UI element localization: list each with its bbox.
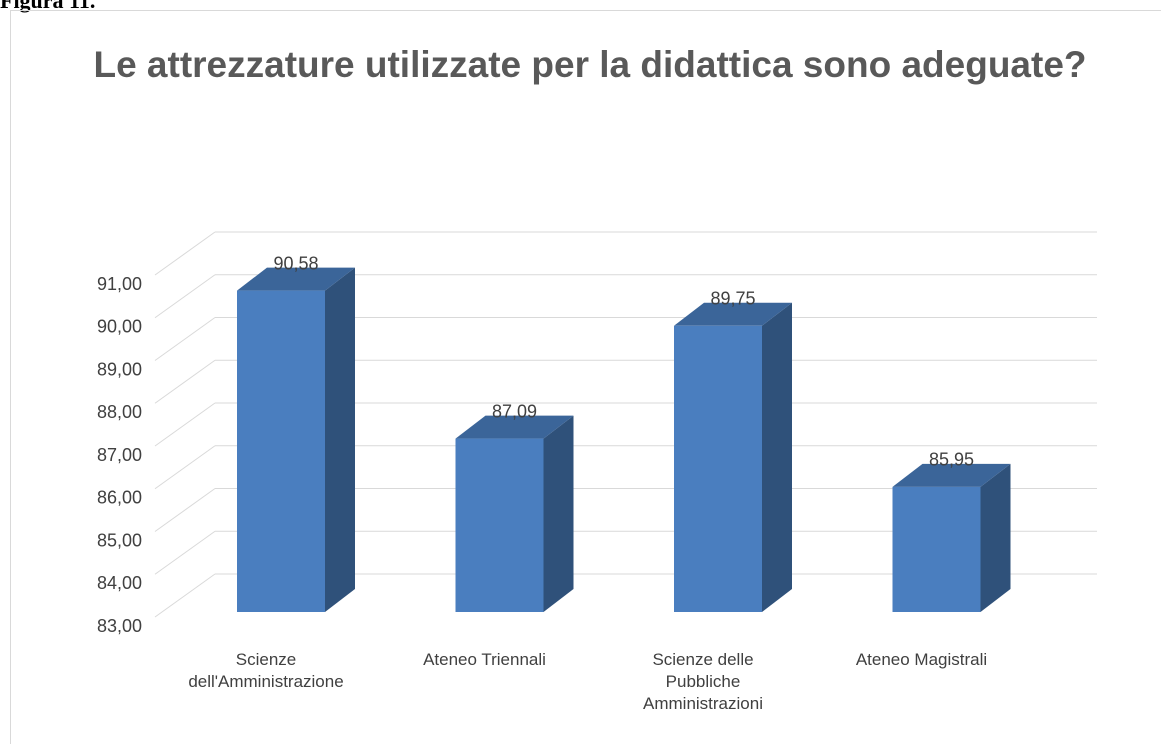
y-tick-label: 85,00 bbox=[97, 530, 142, 550]
y-tick-label: 91,00 bbox=[97, 274, 142, 294]
bar-side bbox=[543, 415, 574, 612]
x-tick-label: Scienze delle Pubbliche Amministrazioni bbox=[643, 650, 763, 713]
x-tick-label: Ateneo Magistrali bbox=[855, 650, 988, 669]
grid-line-side bbox=[154, 573, 216, 618]
bar-front bbox=[455, 438, 544, 612]
y-tick-label: 83,00 bbox=[97, 616, 142, 636]
value-label: 85,95 bbox=[929, 450, 974, 470]
value-label: 89,75 bbox=[710, 289, 755, 309]
y-tick-label: 90,00 bbox=[97, 317, 142, 337]
bar-top bbox=[674, 302, 792, 326]
bar-front bbox=[237, 290, 325, 612]
bar-side bbox=[762, 302, 792, 612]
y-tick-label: 84,00 bbox=[97, 573, 142, 593]
bar bbox=[237, 267, 355, 612]
value-label: 90,58 bbox=[273, 253, 318, 273]
bar bbox=[674, 302, 792, 612]
grid-line-side bbox=[154, 231, 216, 276]
y-tick-label: 88,00 bbox=[97, 402, 142, 422]
bar-top bbox=[455, 415, 574, 439]
caption: Figura 11. bbox=[0, 0, 96, 13]
bar-front bbox=[674, 325, 762, 612]
chart-border bbox=[10, 10, 1161, 744]
grid-line-side bbox=[154, 274, 216, 319]
value-label: 87,09 bbox=[492, 401, 537, 421]
x-tick-label: Ateneo Triennali bbox=[423, 650, 546, 669]
grid-line-side bbox=[154, 488, 216, 532]
bar-top bbox=[237, 267, 355, 291]
y-tick-label: 87,00 bbox=[97, 445, 142, 465]
y-tick-label: 86,00 bbox=[97, 488, 142, 508]
chart-title: Le attrezzature utilizzate per la didatt… bbox=[93, 44, 1087, 85]
grid-line-side bbox=[154, 402, 216, 447]
grid-line-side bbox=[154, 445, 216, 490]
bar-side bbox=[980, 463, 1011, 612]
grid-line-side bbox=[154, 530, 216, 575]
bar-front bbox=[892, 486, 981, 612]
y-tick-label: 89,00 bbox=[97, 359, 142, 379]
bar bbox=[892, 463, 1011, 612]
bar bbox=[455, 415, 574, 612]
x-tick-label: Scienze dell'Amministrazione bbox=[188, 650, 344, 691]
grid-line-side bbox=[154, 317, 216, 361]
bar-side bbox=[325, 267, 355, 612]
bar-top bbox=[892, 463, 1011, 487]
grid-line-side bbox=[154, 359, 216, 404]
